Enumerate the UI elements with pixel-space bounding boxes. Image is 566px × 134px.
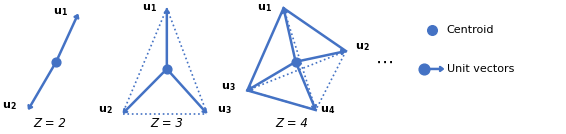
Text: $\mathbf{u_2}$: $\mathbf{u_2}$: [2, 101, 17, 112]
Point: [291, 61, 300, 63]
Text: $\cdots$: $\cdots$: [375, 53, 393, 71]
Text: Z = 3: Z = 3: [151, 117, 183, 130]
Text: $\mathbf{u_3}$: $\mathbf{u_3}$: [221, 81, 235, 93]
Text: $\mathbf{u_4}$: $\mathbf{u_4}$: [320, 104, 336, 116]
Text: $\mathbf{u_2}$: $\mathbf{u_2}$: [98, 104, 113, 116]
Text: Centroid: Centroid: [447, 25, 494, 35]
Point: [52, 61, 61, 63]
Text: Unit vectors: Unit vectors: [447, 64, 514, 74]
Point: [162, 68, 171, 70]
Text: Z = 2: Z = 2: [34, 117, 67, 130]
Text: $\mathbf{u_1}$: $\mathbf{u_1}$: [257, 2, 272, 14]
Text: $\mathbf{u_1}$: $\mathbf{u_1}$: [53, 6, 67, 18]
Point: [420, 68, 429, 70]
Text: $\mathbf{u_2}$: $\mathbf{u_2}$: [355, 42, 370, 53]
Text: $\mathbf{u_1}$: $\mathbf{u_1}$: [143, 2, 157, 14]
Text: Z = 4: Z = 4: [275, 117, 308, 130]
Text: $\mathbf{u_3}$: $\mathbf{u_3}$: [217, 104, 231, 116]
Point: [428, 29, 437, 31]
